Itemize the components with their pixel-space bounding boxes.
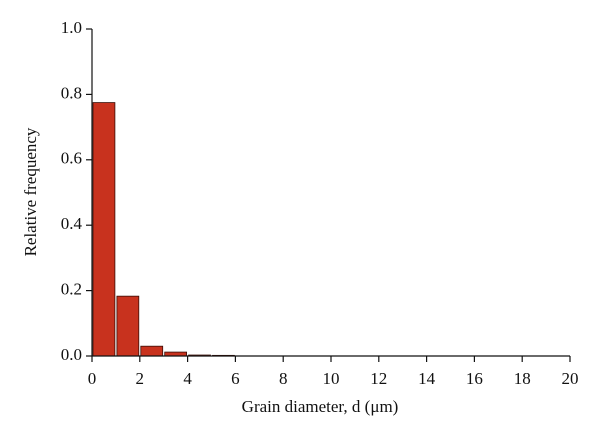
bar [116, 295, 140, 357]
x-tick-label: 20 [562, 369, 579, 388]
bar [92, 102, 116, 357]
x-tick-label: 12 [370, 369, 387, 388]
y-tick-label: 1.0 [61, 18, 82, 37]
y-tick-label: 0.0 [61, 345, 82, 364]
y-tick-label: 0.2 [61, 280, 82, 299]
x-tick-label: 4 [183, 369, 192, 388]
x-axis-label: Grain diameter, d (μm) [242, 397, 399, 416]
bar [140, 345, 164, 357]
x-tick-label: 14 [418, 369, 436, 388]
x-tick-label: 6 [231, 369, 240, 388]
y-axis-label: Relative frequency [21, 127, 40, 256]
x-tick-label: 8 [279, 369, 288, 388]
x-tick-label: 10 [323, 369, 340, 388]
y-tick-label: 0.4 [61, 214, 83, 233]
y-tick-label: 0.8 [61, 83, 82, 102]
x-tick-label: 18 [514, 369, 531, 388]
x-tick-label: 16 [466, 369, 483, 388]
x-tick-label: 2 [136, 369, 145, 388]
y-tick-label: 0.6 [61, 149, 82, 168]
x-tick-label: 0 [88, 369, 97, 388]
